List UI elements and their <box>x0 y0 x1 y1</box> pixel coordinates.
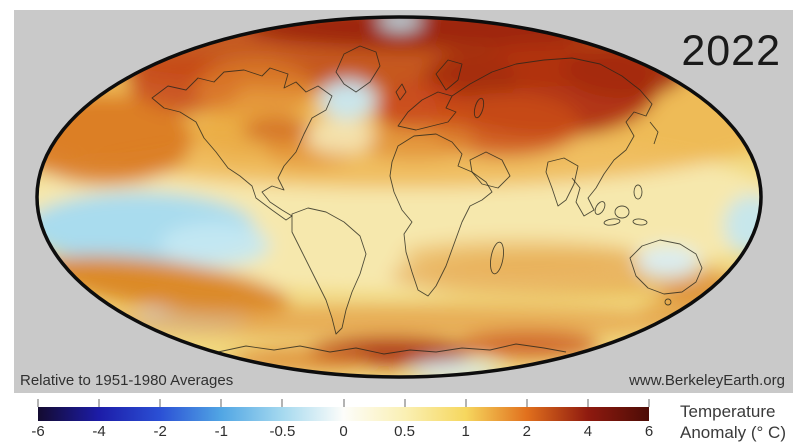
colorbar-tick-label: 4 <box>583 423 593 440</box>
map-ellipse-outline <box>35 15 763 379</box>
colorbar-tick-label: -1 <box>214 423 228 440</box>
colorbar: -6 -4 -2 -1 -0.5 0 0.5 1 2 4 6 <box>31 399 653 446</box>
colorbar-title-line1: Temperature <box>680 402 776 421</box>
year-label: 2022 <box>681 27 781 75</box>
source-link: www.BerkeleyEarth.org <box>629 372 785 389</box>
colorbar-tick-mark <box>342 399 345 407</box>
colorbar-tick-label: 6 <box>644 423 654 440</box>
colorbar-tick-mark <box>525 399 528 407</box>
baseline-caption: Relative to 1951-1980 Averages <box>20 372 234 389</box>
coastlines <box>151 45 723 355</box>
colorbar-tick-label: -4 <box>92 423 106 440</box>
colorbar-tick-mark <box>586 399 589 407</box>
colorbar-tick-label: -0.5 <box>269 423 296 440</box>
colorbar-tick-marks <box>37 399 650 407</box>
colorbar-tick-mark <box>220 399 223 407</box>
colorbar-tick-label: 1 <box>461 423 470 440</box>
colorbar-title: Temperature Anomaly (° C) <box>680 401 798 443</box>
colorbar-tick-label: 2 <box>522 423 531 440</box>
colorbar-tick-mark <box>464 399 467 407</box>
colorbar-tick-labels: -6 -4 -2 -1 -0.5 0 0.5 1 2 4 6 <box>31 423 653 441</box>
colorbar-tick-mark <box>37 399 39 407</box>
colorbar-tick-label: -2 <box>153 423 167 440</box>
colorbar-tick-label: 0 <box>339 423 348 440</box>
colorbar-tick-label: 0.5 <box>394 423 416 440</box>
colorbar-tick-mark <box>98 399 101 407</box>
colorbar-tick-mark <box>281 399 284 407</box>
colorbar-title-line2: Anomaly (° C) <box>680 423 786 442</box>
colorbar-gradient <box>38 407 649 421</box>
colorbar-tick-mark <box>403 399 406 407</box>
colorbar-tick-label: -6 <box>31 423 45 440</box>
colorbar-tick-mark <box>159 399 162 407</box>
colorbar-tick-mark <box>648 399 650 407</box>
